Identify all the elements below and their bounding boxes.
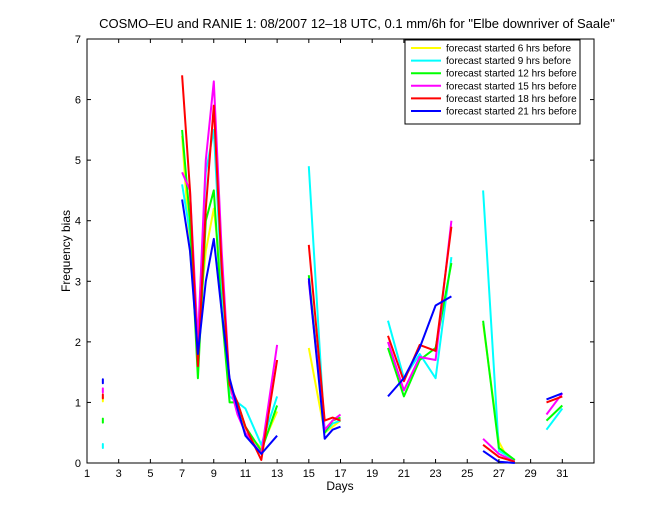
y-tick-label: 6 <box>75 95 81 107</box>
series-line <box>387 295 452 398</box>
y-tick-label: 0 <box>75 458 81 470</box>
series-line <box>307 347 342 434</box>
y-tick-label: 1 <box>75 397 81 409</box>
legend-entry: forecast started 6 hrs before <box>446 44 572 55</box>
x-tick-label: 13 <box>271 468 283 480</box>
x-tick-label: 5 <box>147 468 153 480</box>
x-tick-label: 17 <box>334 468 346 480</box>
x-tick-label: 29 <box>525 468 537 480</box>
legend-entry: forecast started 12 hrs before <box>446 69 577 80</box>
series-line <box>307 278 341 440</box>
series-line <box>181 199 278 455</box>
x-tick-label: 27 <box>493 468 505 480</box>
x-tick-label: 1 <box>84 468 90 480</box>
y-tick-label: 4 <box>75 216 81 228</box>
series-line <box>546 392 563 401</box>
legend-entry: forecast started 18 hrs before <box>446 94 577 105</box>
y-tick-label: 2 <box>75 337 81 349</box>
legend-entry: forecast started 15 hrs before <box>446 81 577 92</box>
series-line <box>307 244 341 422</box>
legend-entry: forecast started 21 hrs before <box>446 107 577 118</box>
x-tick-label: 7 <box>179 468 185 480</box>
series-line <box>545 404 563 422</box>
series-layer <box>101 75 564 464</box>
series-line <box>387 256 453 380</box>
legend-entry: forecast started 9 hrs before <box>446 56 572 67</box>
y-axis: 0 1 2 3 4 5 6 7 <box>75 34 594 470</box>
series-line <box>546 395 563 404</box>
y-axis-label: Frequency bias <box>59 210 73 292</box>
x-axis-label: Days <box>326 479 353 493</box>
x-tick-label: 23 <box>429 468 441 480</box>
x-tick-label: 31 <box>556 468 568 480</box>
chart-title: COSMO–EU and RANIE 1: 08/2007 12–18 UTC,… <box>99 16 615 31</box>
series-line <box>482 444 516 463</box>
x-tick-label: 21 <box>398 468 410 480</box>
y-tick-label: 5 <box>75 155 81 167</box>
x-tick-label: 11 <box>240 468 251 480</box>
series-line <box>387 226 453 383</box>
x-tick-label: 15 <box>303 468 315 480</box>
series-6 <box>101 199 563 464</box>
x-tick-label: 25 <box>461 468 473 480</box>
y-tick-label: 3 <box>75 276 81 288</box>
series-line <box>545 407 564 431</box>
y-tick-label: 7 <box>75 34 81 46</box>
x-tick-label: 19 <box>366 468 378 480</box>
x-tick-label: 3 <box>116 468 122 480</box>
series-line <box>482 320 516 461</box>
x-tick-label: 9 <box>211 468 217 480</box>
x-axis: 1 3 5 7 9 11 13 15 17 19 21 23 25 27 29 31 <box>84 39 568 480</box>
